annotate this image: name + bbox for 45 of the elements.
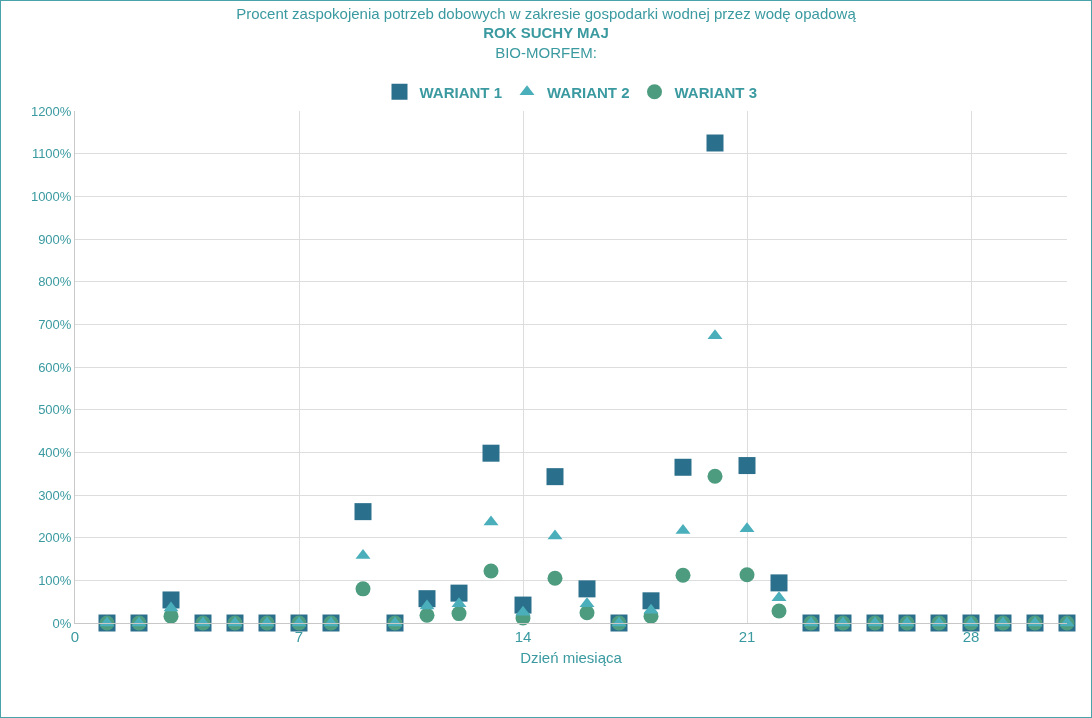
y-tick-label: 800% [38,274,72,290]
y-tick-label: 300% [38,487,72,503]
legend-label: WARIANT 3 [674,83,757,101]
point [642,592,660,610]
point [739,567,755,583]
x-tick-label: 28 [962,628,980,645]
x-tick-label: 21 [738,628,756,645]
y-tick-label: 1200% [30,103,72,119]
point [355,581,371,597]
x-axis-title: Dzień miesiąca [520,649,623,666]
point [707,468,723,484]
point [354,503,372,521]
point [770,574,788,592]
y-tick-label: 700% [38,316,72,332]
x-tick-label: 14 [514,628,532,645]
point [547,570,563,586]
point [482,444,500,462]
y-tick-label: 0% [52,615,72,631]
y-tick-label: 1000% [30,188,72,204]
y-tick-label: 200% [38,530,72,546]
point [483,563,499,579]
y-tick-label: 500% [38,402,72,418]
y-tick-label: 100% [38,572,72,588]
point [451,606,467,622]
y-tick-label: 900% [38,231,72,247]
point [546,468,564,486]
x-tick-label: 0 [70,628,80,645]
point [674,458,692,476]
chart-subtitle: ROK SUCHY MAJ [483,24,609,42]
point [706,134,724,152]
point [450,584,468,602]
point [771,603,787,619]
legend-label: WARIANT 1 [419,83,502,101]
point [419,607,435,623]
y-tick-label: 600% [38,359,72,375]
point [578,580,596,598]
y-tick-label: 400% [38,444,72,460]
point [579,605,595,621]
legend-label: WARIANT 2 [547,83,630,101]
point [675,567,691,583]
y-tick-label: 1100% [31,146,72,162]
chart-title: Procent zaspokojenia potrzeb dobowych w zakresie gospodarki wodnej przez wodę opadową [236,4,857,22]
point [738,457,756,475]
x-tick-label: 7 [294,628,304,645]
legend-title: BIO-MORFEM: [495,43,597,61]
